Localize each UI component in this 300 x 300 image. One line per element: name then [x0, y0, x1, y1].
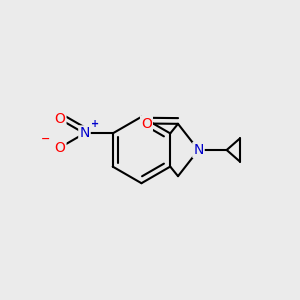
Text: O: O	[141, 116, 152, 130]
Text: −: −	[40, 134, 50, 144]
Text: N: N	[79, 126, 90, 140]
Text: O: O	[55, 112, 65, 126]
Text: +: +	[91, 119, 99, 129]
Text: O: O	[55, 140, 65, 154]
Text: N: N	[193, 143, 204, 157]
